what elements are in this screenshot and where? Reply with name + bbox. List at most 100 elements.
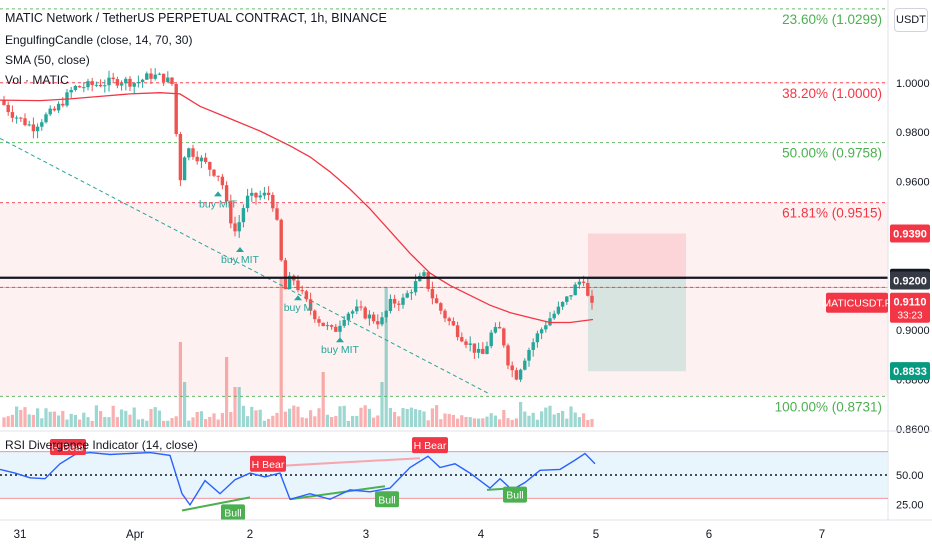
symbol-label: MATICUSDT.P: [822, 298, 891, 310]
candle-body-18: [77, 85, 82, 88]
volume-bar-14: [61, 410, 65, 427]
candle-body-45: [191, 148, 195, 157]
candle-body-101: [426, 272, 430, 289]
time-axis[interactable]: 31 Apr 2 3 4 5 6 7: [0, 519, 932, 541]
candle-body-95: [401, 297, 405, 305]
volume-bar-42: [178, 342, 182, 427]
volume-bar-108: [456, 418, 460, 427]
candle-body-58: [245, 195, 250, 209]
currency-button[interactable]: USDT: [894, 8, 928, 32]
volume-bar-107: [451, 414, 455, 427]
volume-bar-59: [250, 406, 254, 427]
time-tick-4: 4: [478, 529, 485, 541]
rsi-signal-label-0: H Bear: [52, 442, 85, 454]
volume-bar-68: [288, 408, 292, 427]
candle-body-43: [182, 157, 187, 181]
candle-body-24: [103, 85, 107, 87]
candle-body-85: [359, 306, 363, 308]
buy-signal-arrow-0: [214, 191, 222, 197]
candle-body-131: [552, 313, 556, 319]
candle-body-128: [539, 329, 544, 334]
candle-body-64: [271, 194, 275, 209]
candle-body-66: [279, 219, 283, 261]
volume-bar-121: [510, 419, 514, 427]
candle-body-76: [321, 322, 325, 326]
volume-bar-114: [481, 418, 485, 427]
candle-body-36: [153, 74, 157, 79]
volume-bar-105: [443, 413, 447, 427]
candle-body-20: [86, 81, 90, 88]
volume-bar-63: [267, 418, 271, 427]
time-tick-1: Apr: [126, 529, 144, 541]
candle-body-77: [325, 325, 330, 327]
candle-body-53: [224, 185, 229, 202]
volume-bar-64: [271, 415, 275, 427]
volume-bar-19: [82, 412, 86, 427]
volume-bar-40: [170, 418, 174, 427]
candle-body-47: [199, 157, 204, 162]
candle-body-27: [115, 79, 120, 86]
volume-bar-17: [73, 414, 77, 427]
time-tick-5: 5: [593, 529, 599, 541]
indicator-engulfing-legend[interactable]: EngulfingCandle (close, 14, 70, 30): [5, 33, 193, 47]
volume-bar-129: [544, 407, 548, 427]
trendline[interactable]: [0, 137, 491, 395]
volume-bar-81: [342, 405, 346, 427]
indicator-sma-legend[interactable]: SMA (50, close): [5, 53, 90, 67]
candle-body-10: [44, 114, 48, 123]
candle-body-42: [178, 134, 183, 181]
candle-body-108: [455, 325, 460, 338]
rsi-indicator-legend[interactable]: RSI Divergence Indicator (14, close): [5, 438, 198, 452]
candle-body-132: [556, 306, 561, 314]
time-tick-6: 6: [706, 529, 712, 541]
candle-body-86: [363, 307, 367, 319]
volume-bar-26: [111, 405, 115, 427]
volume-bar-75: [317, 408, 321, 427]
price-tick-7: 0.8600: [896, 424, 930, 436]
volume-bar-70: [296, 406, 300, 427]
volume-bar-110: [464, 416, 468, 427]
candle-body-73: [308, 299, 313, 311]
candle-body-106: [447, 318, 451, 322]
candle-body-23: [98, 84, 103, 87]
candle-body-37: [157, 73, 162, 75]
buy-signal-label-2: buy M: [284, 302, 313, 314]
candle-body-34: [145, 73, 149, 80]
volume-bar-88: [372, 417, 376, 427]
volume-bar-124: [523, 411, 527, 427]
candle-body-110: [464, 341, 468, 345]
rsi-tick-25: 25.00: [896, 499, 924, 511]
volume-bar-101: [426, 420, 430, 427]
candle-body-26: [111, 77, 115, 80]
main-pane-background: [0, 81, 888, 397]
candle-body-40: [170, 77, 174, 84]
candle-body-5: [23, 118, 27, 126]
candle-body-92: [388, 298, 393, 311]
candle-body-25: [107, 77, 111, 86]
volume-bar-46: [195, 411, 199, 427]
current-price: 0.9110: [893, 297, 926, 309]
volume-bar-90: [380, 382, 384, 427]
candle-body-102: [430, 288, 435, 299]
volume-bar-102: [430, 408, 434, 427]
candle-body-17: [73, 85, 78, 90]
volume-bar-135: [569, 406, 573, 427]
rsi-divergence-line-0: [181, 496, 251, 512]
candle-body-124: [523, 360, 527, 370]
horizontal-line[interactable]: [0, 276, 888, 288]
price-axis[interactable]: 1.00000.98000.96000.94000.92000.90000.88…: [822, 0, 932, 550]
fib-label-1: 38.20% (1.0000): [782, 86, 882, 101]
indicator-volume-legend[interactable]: Vol · MATIC: [5, 73, 69, 87]
volume-bar-21: [90, 420, 94, 427]
rsi-signal-label-3: Bull: [224, 507, 242, 519]
short-position-tool[interactable]: [588, 233, 686, 372]
volume-bar-55: [233, 387, 237, 427]
buy-signal-arrow-3: [336, 337, 344, 343]
candle-body-21: [90, 81, 94, 86]
volume-bar-79: [334, 416, 338, 427]
candle-body-2: [10, 112, 15, 118]
candle-body-118: [497, 326, 502, 329]
volume-bar-25: [107, 417, 111, 427]
candle-body-7: [31, 124, 36, 132]
